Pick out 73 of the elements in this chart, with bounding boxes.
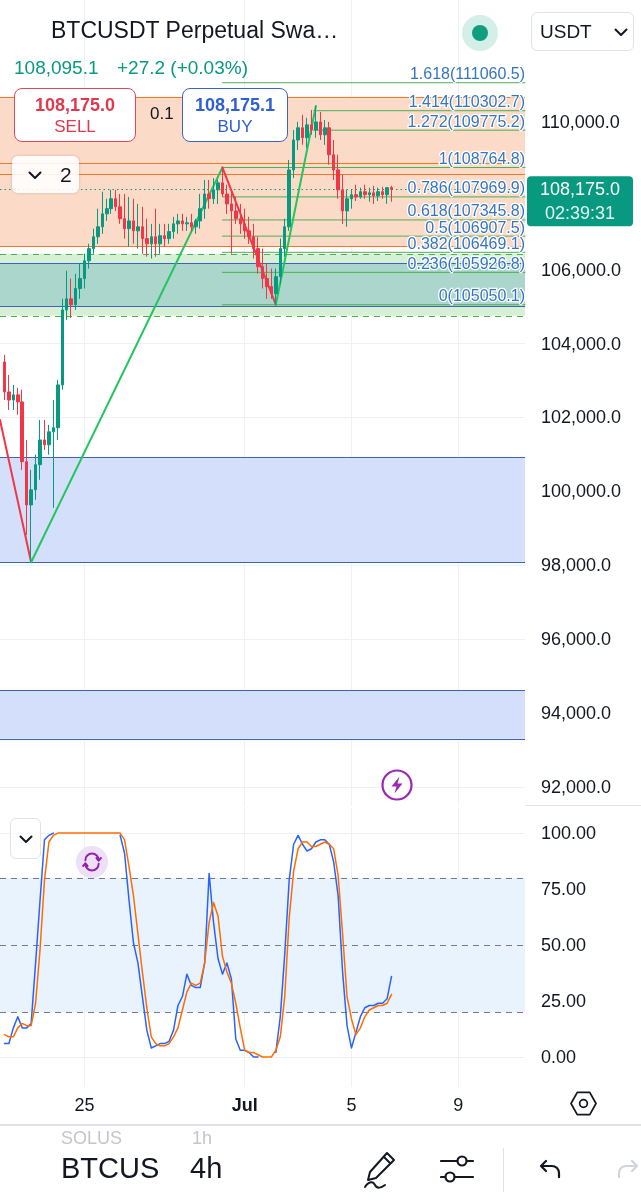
annotation: BUY (216, 117, 254, 137)
sell-button: 108,175.0 SELL (14, 88, 136, 142)
y-tick-label: 106,000.0 (541, 259, 622, 280)
y-tick-label: 0.00 (541, 1047, 577, 1067)
series-label: 0.786(107969.9) (407, 179, 525, 197)
y-tick-label: 50.00 (541, 935, 587, 956)
y-tick-label: 98,000.0 (541, 555, 612, 576)
candlestick (158, 223, 162, 255)
y-tick-label: 94,000.0 (541, 702, 612, 723)
candlestick (136, 203, 140, 250)
candlestick (372, 185, 375, 205)
candlestick (390, 185, 393, 203)
y-tick-label: 75.00 (541, 879, 587, 900)
annotation: 108,175.0 (33, 95, 117, 116)
ref-line-label: 108,175.0 (539, 179, 621, 200)
candlestick (12, 384, 15, 411)
x-tick-label: Jul (231, 1095, 258, 1115)
text: 4h (190, 1152, 223, 1186)
series-label: 0(105050.1) (438, 287, 525, 305)
y-tick-label: 100.00 (541, 823, 597, 844)
y-tick-label: 96,000.0 (541, 629, 612, 650)
x-tick-label: 25 (74, 1095, 95, 1115)
candlestick (181, 213, 184, 232)
annotation: 0.1 (150, 104, 174, 124)
annotation: 108,095.1 (14, 57, 99, 79)
text: 1h (192, 1128, 213, 1149)
candlestick (150, 223, 153, 260)
series-label: 1(108764.8) (438, 150, 525, 168)
candlestick (319, 111, 322, 141)
text: BTCUSDT Perpetual Swa… (51, 17, 339, 44)
dropdown-button: 2 (12, 156, 79, 193)
y-tick-label: 25.00 (541, 991, 587, 1012)
text: BTCUS (61, 1152, 160, 1186)
annotation: 2 (60, 163, 72, 188)
candlestick (163, 223, 166, 248)
series-label: 0.5(106907.5) (425, 218, 525, 236)
candlestick (185, 216, 189, 232)
candlestick (301, 114, 304, 146)
candlestick (345, 189, 349, 228)
candlestick (354, 184, 358, 202)
candlestick (310, 109, 313, 136)
candlestick (381, 186, 384, 200)
currency-dropdown: USDT (531, 12, 634, 51)
text: 02:39:31 (544, 203, 616, 224)
series-label: 0.618(107345.8) (407, 202, 525, 220)
series-label: 1.618(111060.5) (409, 65, 525, 83)
candlestick (207, 179, 211, 210)
candlestick (305, 117, 309, 149)
series-label: 1.414(110302.7) (408, 93, 525, 111)
candlestick (176, 213, 180, 235)
y-tick-label: 100,000.0 (541, 481, 622, 502)
candlestick (127, 196, 131, 248)
candlestick (132, 198, 135, 245)
y-tick-label: 102,000.0 (541, 407, 622, 428)
annotation: SELL (53, 117, 97, 137)
x-tick-label: 9 (453, 1095, 464, 1115)
annotation: +27.2 (+0.03%) (117, 57, 248, 79)
text: SOLUS (61, 1128, 123, 1149)
candlestick (43, 419, 46, 451)
buy-button: 108,175.1 BUY (182, 88, 288, 142)
candlestick (69, 278, 73, 319)
candlestick (323, 119, 327, 146)
annotation: 108,175.1 (193, 95, 277, 116)
candlestick (216, 179, 220, 205)
series-label: 1.272(109775.2) (407, 112, 525, 130)
candlestick (190, 213, 193, 233)
candlestick (363, 184, 367, 200)
x-tick-label: 5 (346, 1095, 357, 1115)
y-tick-label: 92,000.0 (541, 776, 612, 797)
y-tick-label: 104,000.0 (541, 333, 622, 354)
candlestick (154, 208, 157, 258)
candlestick (314, 105, 318, 139)
y-tick-label: 110,000.0 (541, 111, 620, 132)
